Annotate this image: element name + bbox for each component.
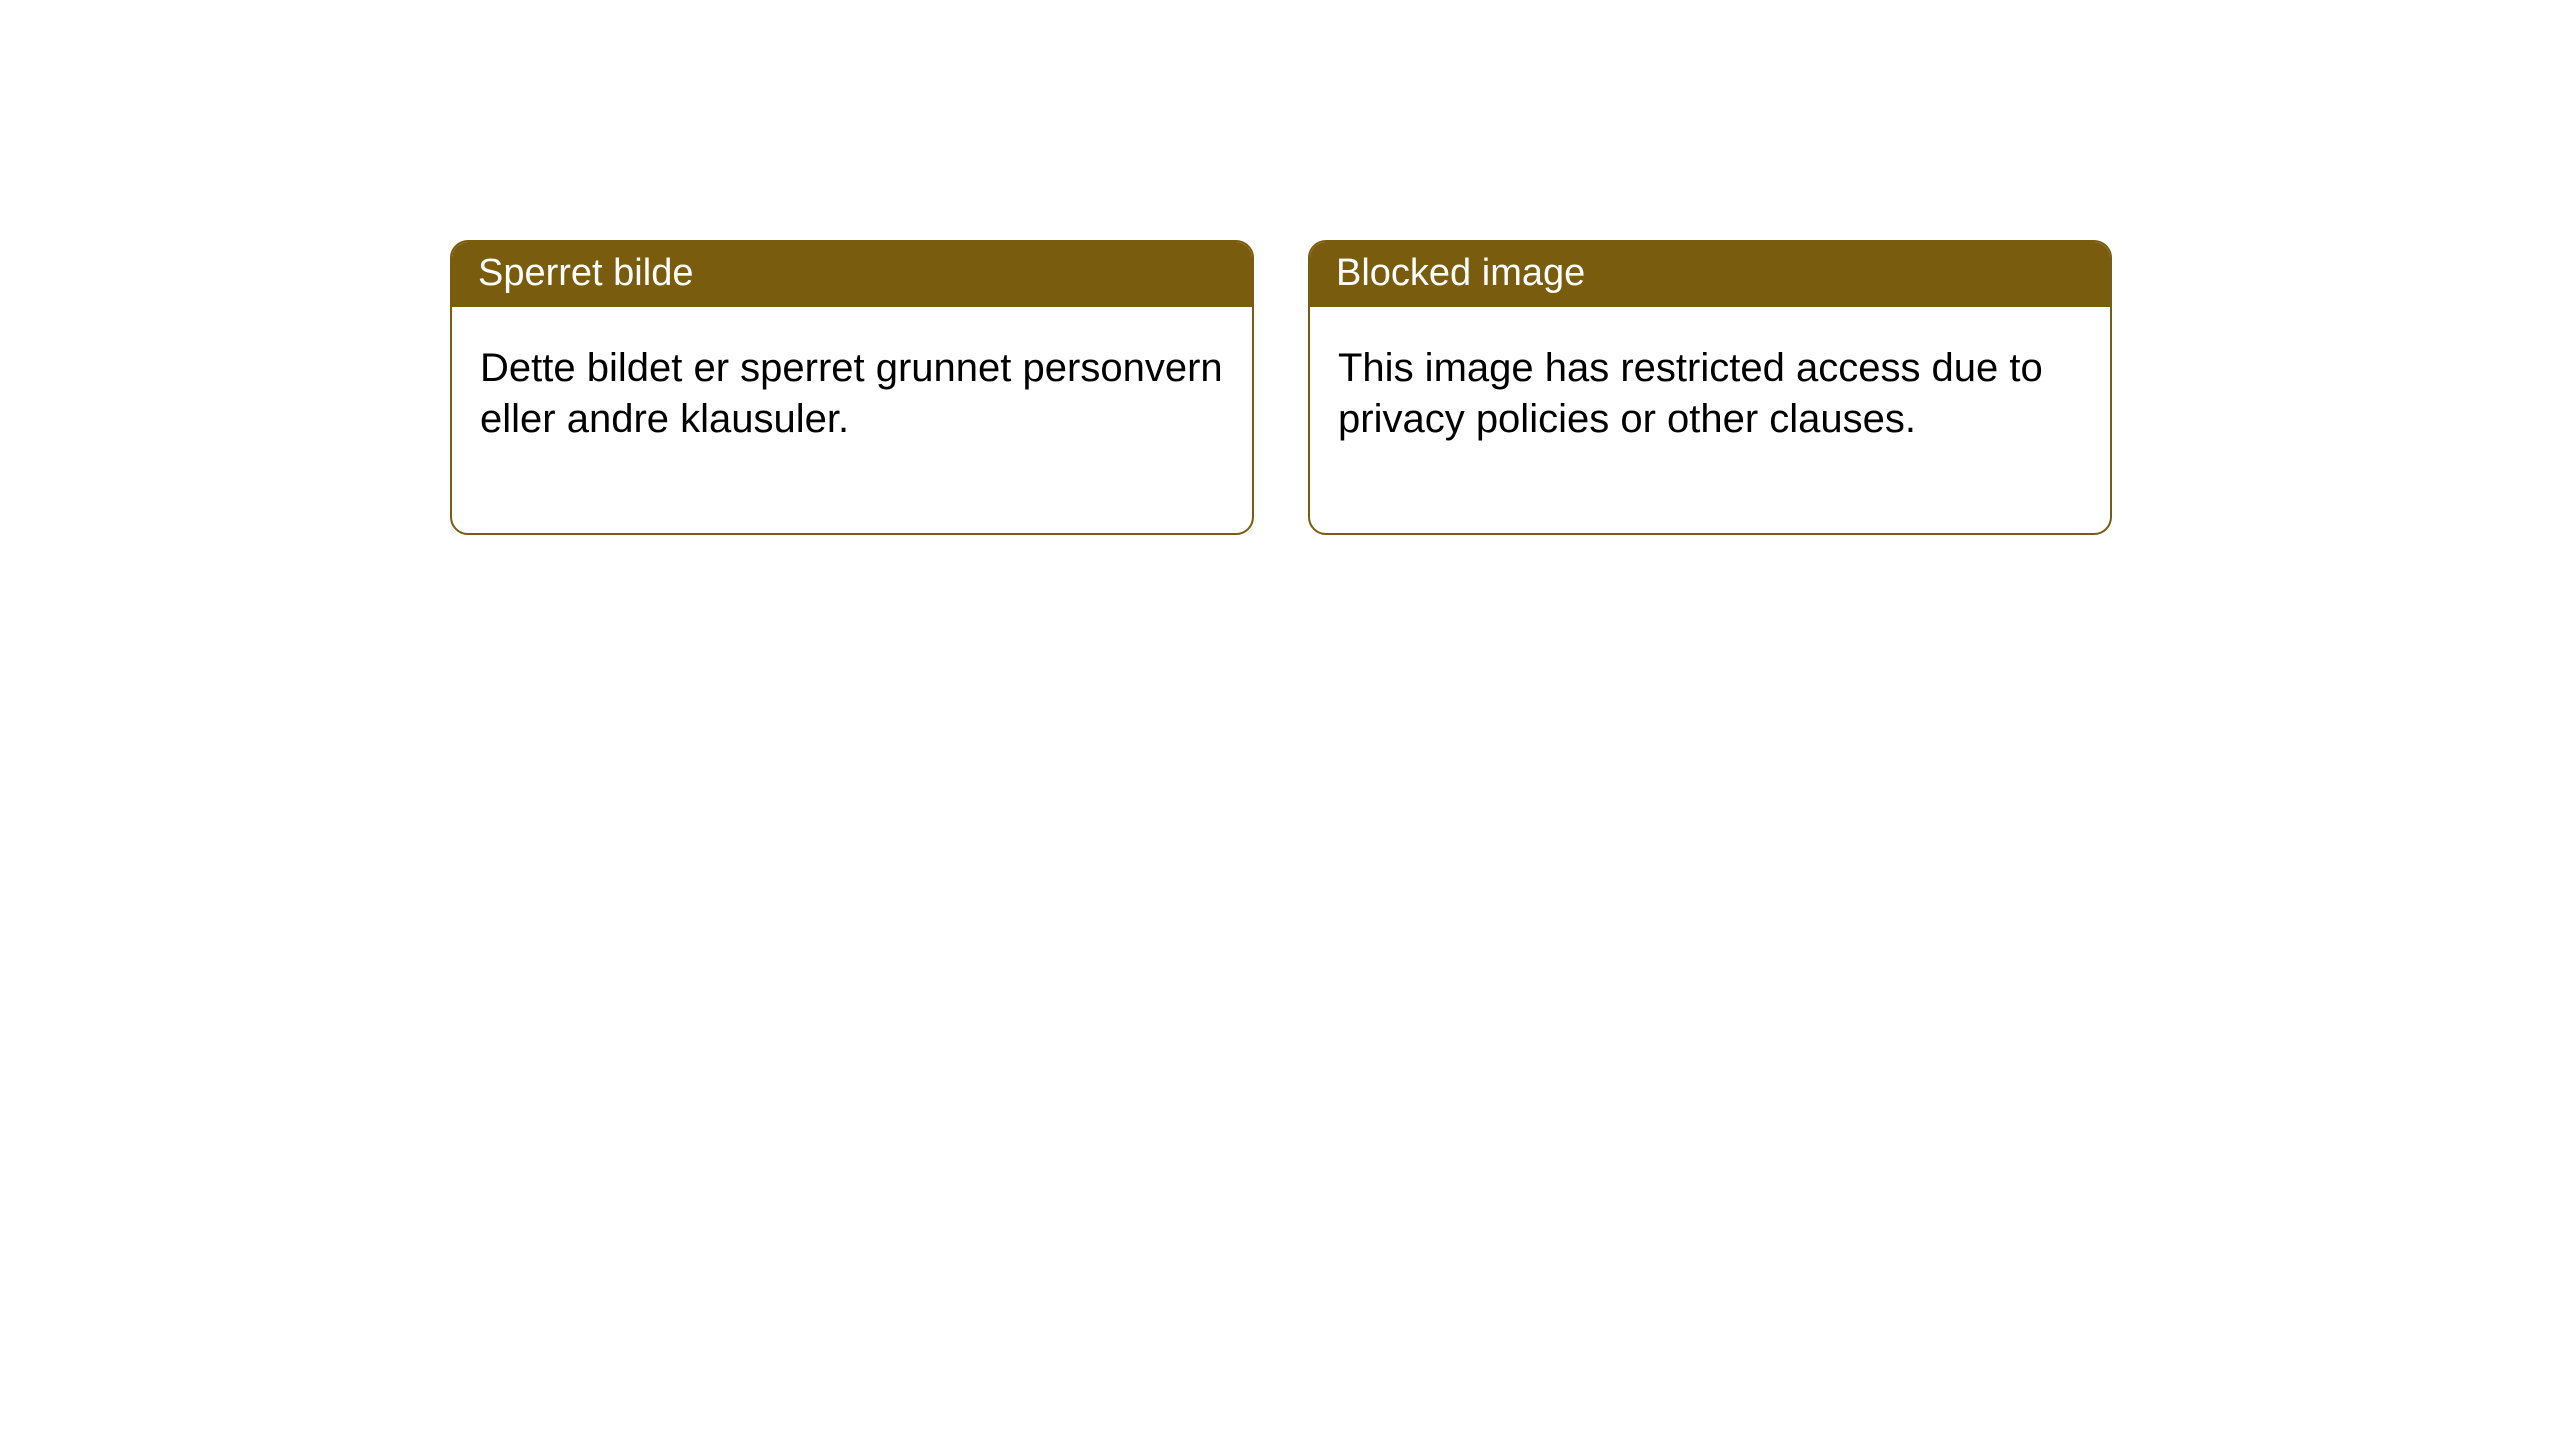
card-header-english: Blocked image xyxy=(1310,242,2110,307)
card-body-norwegian: Dette bildet er sperret grunnet personve… xyxy=(452,307,1252,533)
card-header-norwegian: Sperret bilde xyxy=(452,242,1252,307)
notice-card-norwegian: Sperret bilde Dette bildet er sperret gr… xyxy=(450,240,1254,535)
notice-container: Sperret bilde Dette bildet er sperret gr… xyxy=(450,240,2112,535)
card-body-english: This image has restricted access due to … xyxy=(1310,307,2110,533)
notice-card-english: Blocked image This image has restricted … xyxy=(1308,240,2112,535)
